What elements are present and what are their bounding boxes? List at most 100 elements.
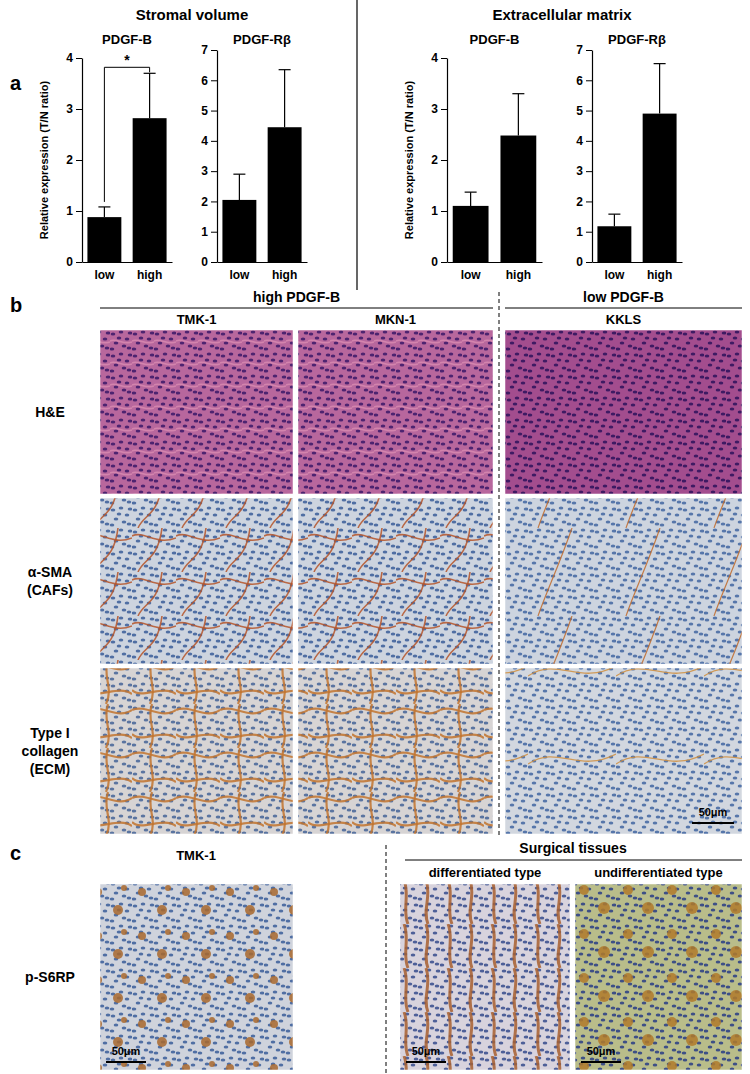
error-bar <box>518 94 519 136</box>
tick: 1 <box>576 225 592 239</box>
tick: 3 <box>201 164 217 178</box>
tick-label: low <box>229 268 250 282</box>
axis-line <box>82 59 83 263</box>
error-cap <box>654 63 666 64</box>
group-title: high PDGF-B <box>253 289 340 305</box>
x-axis: lowhigh <box>593 262 683 282</box>
tick-mark <box>211 141 217 142</box>
panel-a: aStromal volumeExtracellular matrixPDGF-… <box>10 0 683 290</box>
tick-label: low <box>461 268 482 282</box>
chart-title: PDGF-Rβ <box>608 32 666 47</box>
tick-label: 3 <box>576 164 583 178</box>
tick: 2 <box>576 195 592 209</box>
row-label: p-S6RP <box>25 969 75 985</box>
tick-mark <box>441 109 447 110</box>
scale-bar <box>106 1061 146 1063</box>
tick: 4 <box>66 51 82 65</box>
tick-label: 3 <box>201 164 208 178</box>
error-cap <box>608 214 620 215</box>
tick-mark <box>76 160 82 161</box>
chart-title: PDGF-Rβ <box>233 32 291 47</box>
tick: 0 <box>576 255 592 269</box>
bar <box>643 114 677 262</box>
panel-b: bhigh PDGF-BTMK-1MKN-1low PDGF-BKKLSH&Eα… <box>10 289 742 838</box>
significance-bracket <box>104 67 149 202</box>
bar <box>500 136 536 262</box>
y-axis: 01234567 <box>576 43 592 269</box>
tick: 0 <box>431 255 447 269</box>
column-title: undifferentiated type <box>594 865 723 880</box>
error-bar <box>614 214 615 226</box>
error-cap <box>98 206 110 207</box>
bar <box>268 127 302 262</box>
micrograph <box>400 884 570 1070</box>
error-cap <box>279 69 291 70</box>
scale-bar <box>581 1061 621 1063</box>
y-axis: 0 1 2 3 4 <box>66 51 82 269</box>
micrograph <box>100 330 293 494</box>
chart-title: PDGF-B <box>102 32 152 47</box>
tick-mark <box>211 262 217 263</box>
row-label: α-SMA <box>28 564 72 580</box>
micrograph <box>298 330 493 494</box>
tick: high <box>272 262 297 282</box>
column-title: TMK-1 <box>177 312 217 327</box>
tick: 7 <box>201 43 217 57</box>
tick-label: 4 <box>201 134 208 148</box>
tick: 4 <box>431 51 447 65</box>
tick-label: low <box>94 268 115 282</box>
tick-label: 0 <box>66 255 73 269</box>
tick-label: high <box>137 268 162 282</box>
error-bar <box>470 192 471 206</box>
bar-chart: PDGF-Rβ01234567lowhigh <box>201 32 307 282</box>
tick-label: 2 <box>431 153 438 167</box>
scale-bar-label: 50μm <box>112 1045 141 1057</box>
tick-label: 3 <box>66 102 73 116</box>
tick-label: 1 <box>576 225 583 239</box>
row-label: H&E <box>35 404 65 420</box>
axis-line <box>448 262 543 263</box>
scale-bar-label: 50μm <box>699 806 728 818</box>
tick-label: 5 <box>201 104 208 118</box>
tick-label: 0 <box>576 255 583 269</box>
tick-label: 0 <box>201 255 208 269</box>
error-bar <box>659 64 660 114</box>
tick-mark <box>441 58 447 59</box>
micrograph <box>575 884 742 1070</box>
micrograph <box>100 498 293 664</box>
axis-line <box>218 262 308 263</box>
tick: 3 <box>66 102 82 116</box>
panel-letter: a <box>10 72 22 94</box>
micrograph <box>505 330 742 494</box>
error-cap <box>144 73 156 74</box>
micrograph <box>100 668 293 834</box>
tick-label: 7 <box>576 43 583 57</box>
tick-mark <box>586 111 592 112</box>
tick: 6 <box>201 74 217 88</box>
tick-mark <box>586 80 592 81</box>
tick-label: 5 <box>576 104 583 118</box>
group-rule <box>405 860 742 861</box>
bar-chart: PDGF-B01234lowhighRelative expression (T… <box>403 32 543 282</box>
axis-line <box>83 262 173 263</box>
group-title: Surgical tissues <box>519 840 627 856</box>
y-axis: 01234567 <box>201 43 217 269</box>
tick: 2 <box>201 195 217 209</box>
tick-mark <box>211 50 217 51</box>
x-axis: low high <box>83 262 173 282</box>
axis-line <box>593 262 683 263</box>
axis-title: Relative expression (T/N ratio) <box>403 81 415 240</box>
tick: 2 <box>431 153 447 167</box>
axis-line <box>217 51 218 263</box>
tick-label: 2 <box>66 153 73 167</box>
panel-letter: c <box>10 842 21 864</box>
micrograph <box>505 668 742 834</box>
tick-mark <box>76 211 82 212</box>
tick-label: 1 <box>66 204 73 218</box>
tick-mark <box>211 171 217 172</box>
tick-mark <box>441 211 447 212</box>
column-title: KKLS <box>606 312 642 327</box>
marks <box>222 70 301 262</box>
tick-mark <box>586 232 592 233</box>
tick-label: 7 <box>201 43 208 57</box>
